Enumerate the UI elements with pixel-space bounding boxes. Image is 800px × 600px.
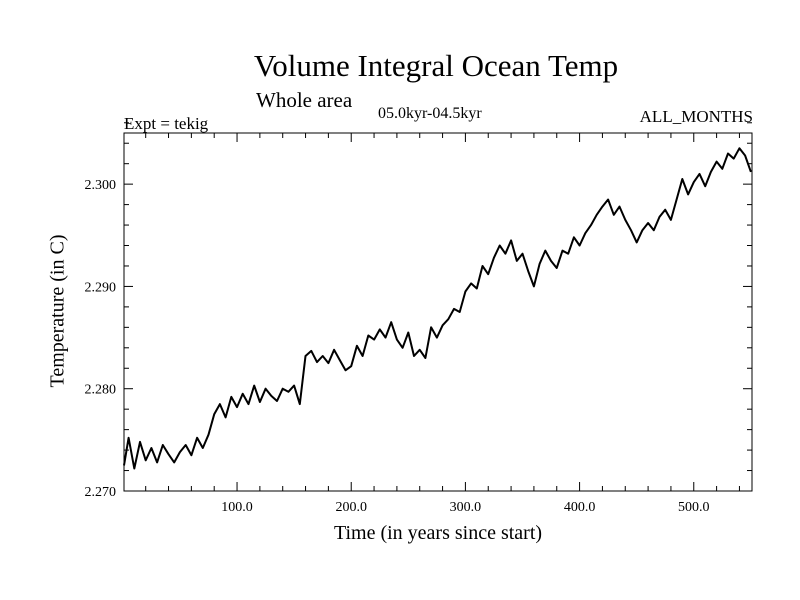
period-label: 05.0kyr-04.5kyr: [378, 105, 482, 122]
x-tick-label: 400.0: [564, 500, 596, 515]
x-tick-label: 100.0: [221, 500, 253, 515]
y-tick-label: 2.280: [85, 383, 117, 398]
chart-subtitle: Whole area: [256, 88, 353, 112]
x-tick-label: 500.0: [678, 500, 710, 515]
x-tick-label: 200.0: [335, 500, 367, 515]
months-label: ALL_MONTHS: [639, 107, 753, 126]
plot-area-frame: [123, 132, 753, 492]
y-tick-label: 2.270: [85, 485, 117, 500]
series-group: [123, 147, 752, 470]
y-tick-label: 2.290: [85, 280, 117, 295]
x-axis-label: Time (in years since start): [333, 522, 543, 544]
experiment-label: Expt = tekig: [124, 114, 209, 133]
chart-title: Volume Integral Ocean Temp: [253, 48, 619, 83]
y-tick-label: 2.300: [85, 178, 117, 193]
axis-tick-labels: 100.0 200.0 300.0 400.0 500.0 2.270 2.280 2.290…: [85, 178, 710, 515]
series-line: [123, 147, 752, 470]
x-tick-label: 300.0: [450, 500, 482, 515]
axis-ticks: [124, 122, 752, 492]
